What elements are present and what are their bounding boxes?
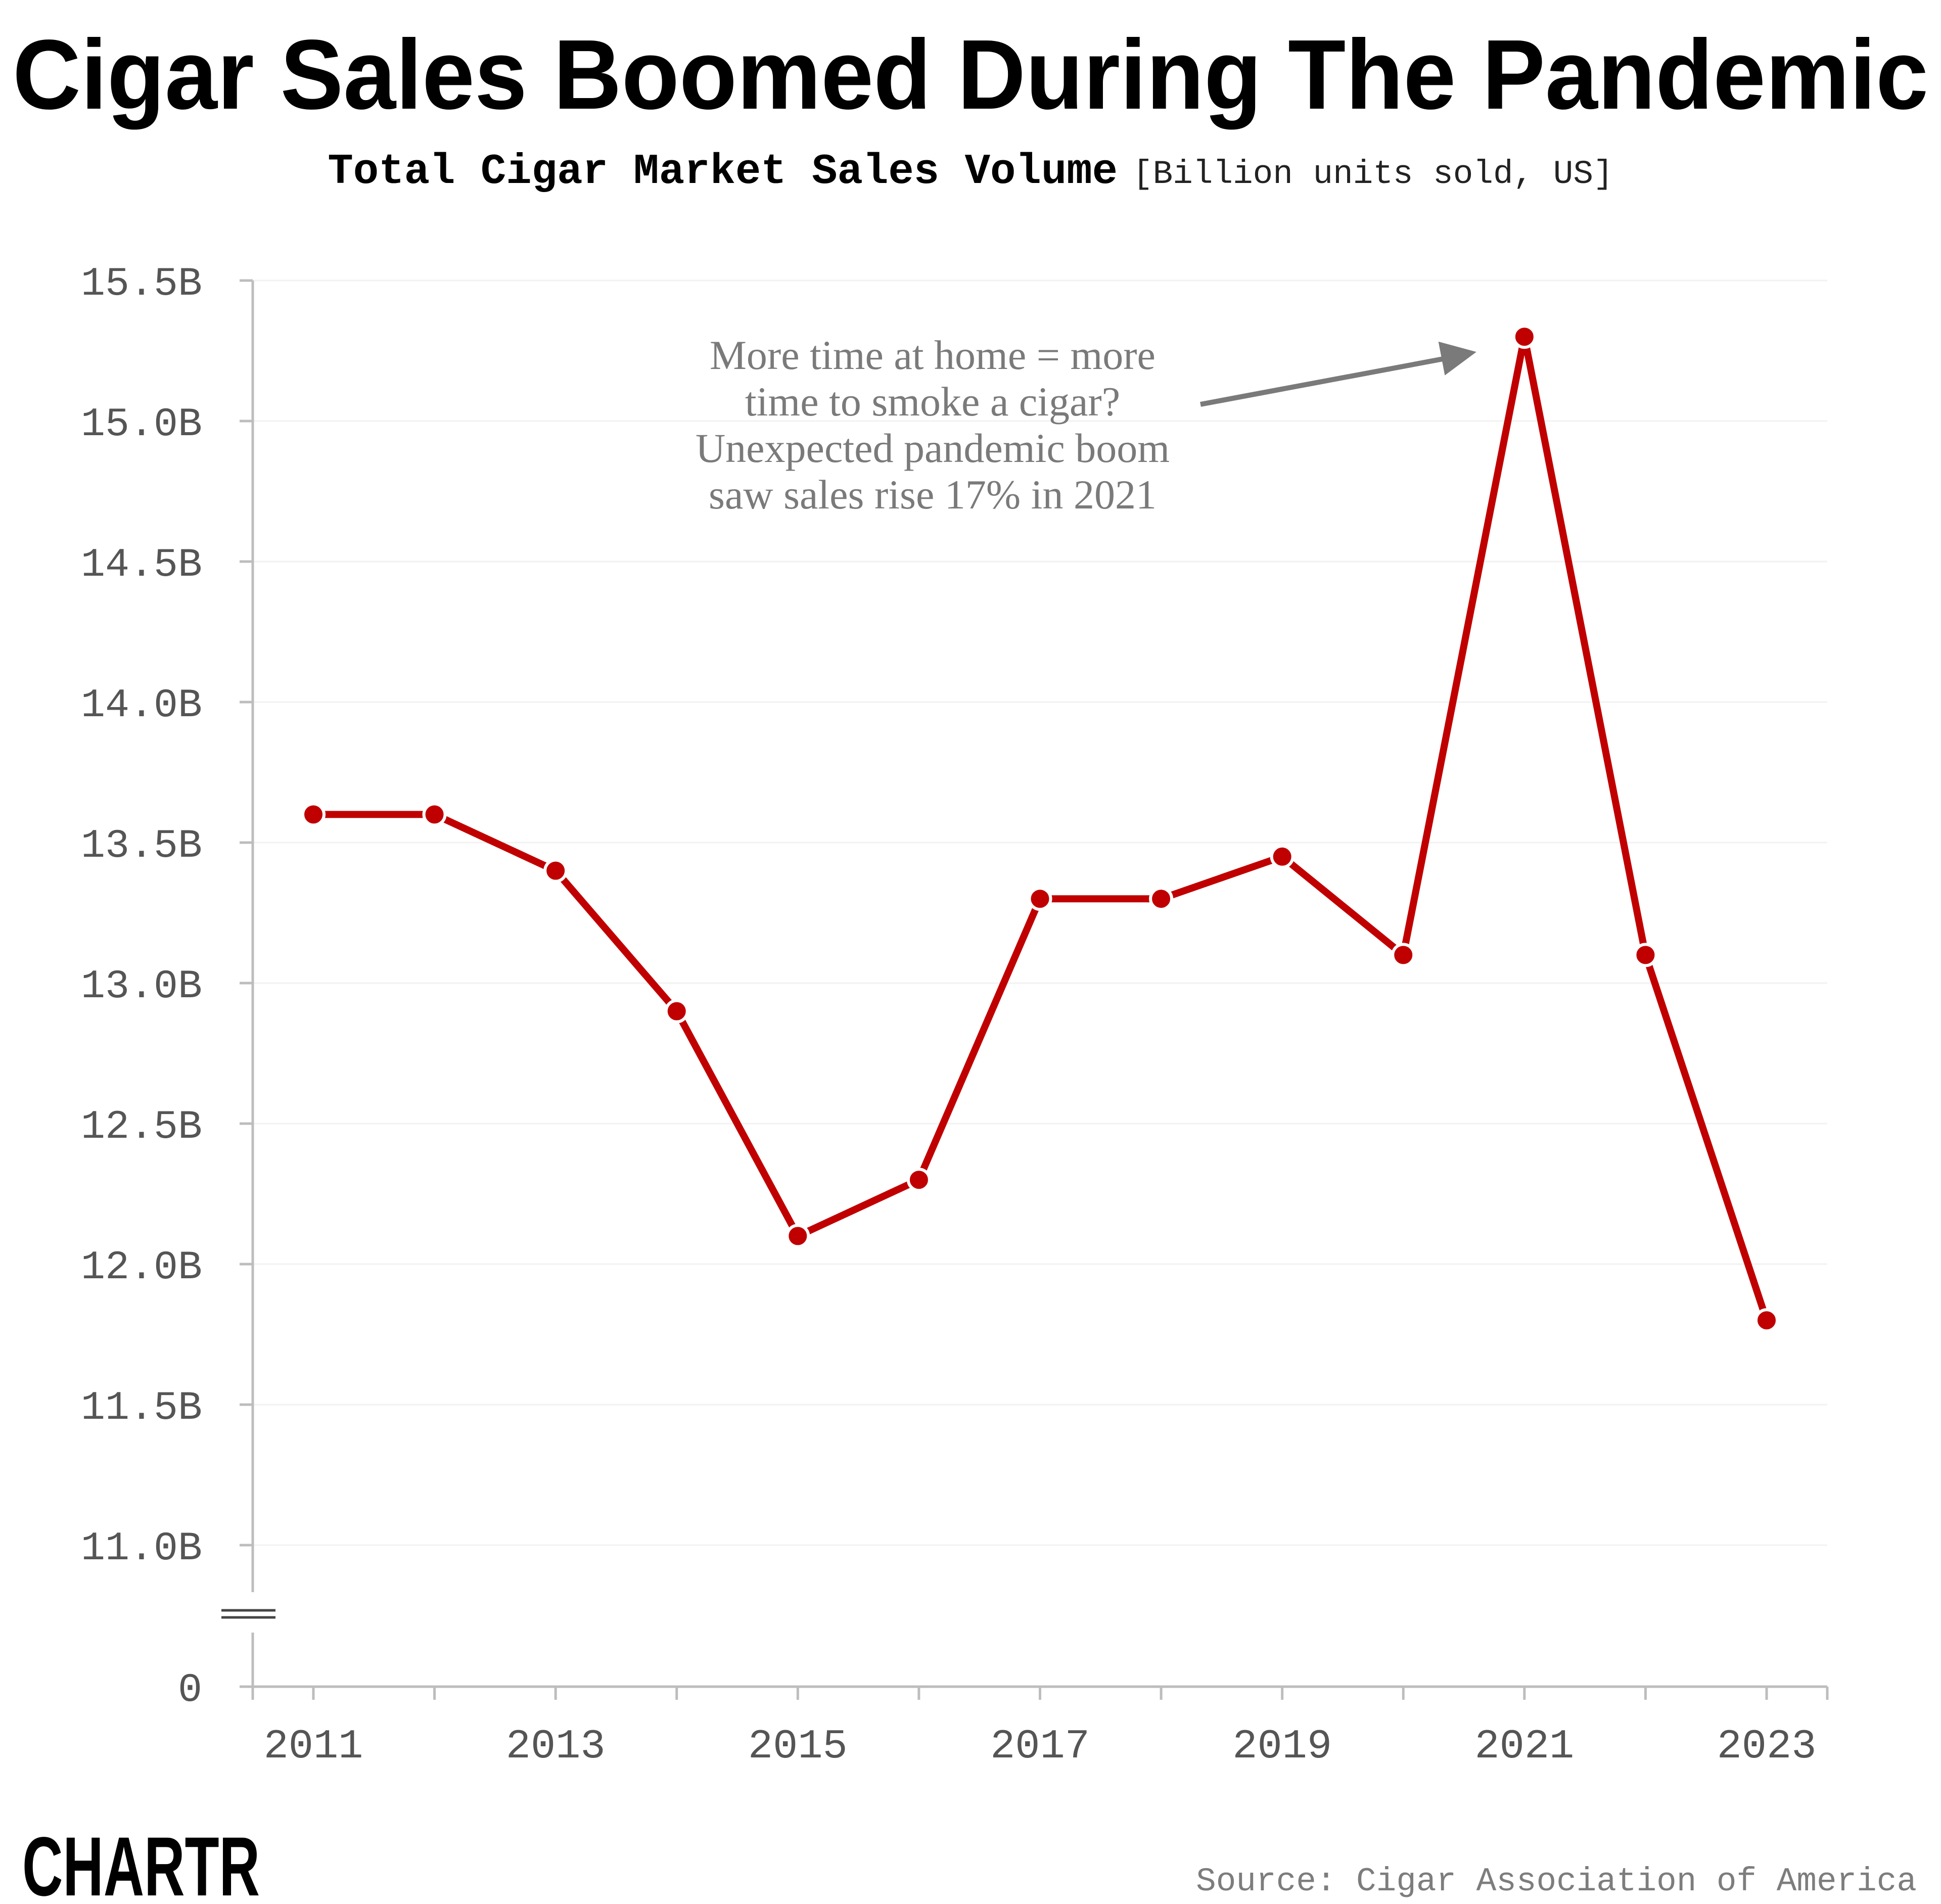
y-tick-label: 14.5B: [81, 542, 202, 588]
x-axis-tick-labels: 2011 2013 2015 2017 2019 2021 2023: [264, 1723, 1817, 1770]
data-point: [1391, 943, 1416, 967]
data-point: [1754, 1308, 1779, 1333]
x-tick-label: 2017: [990, 1723, 1090, 1770]
y-tick-label: 11.0B: [81, 1526, 202, 1572]
source-note: Source: Cigar Association of America: [1196, 1863, 1917, 1900]
axes: [221, 279, 1829, 1700]
annotation-arrow: [1200, 341, 1476, 407]
data-point: [906, 1168, 931, 1192]
annotation-line-2: time to smoke a cigar?: [745, 379, 1120, 425]
annotation-line-1: More time at home = more: [710, 332, 1156, 378]
annotation-line-4: saw sales rise 17% in 2021: [709, 472, 1157, 518]
chartr-logo: CHARTR: [22, 1820, 260, 1904]
x-tick-label: 2015: [748, 1723, 848, 1770]
x-tick-label: 2011: [264, 1723, 363, 1770]
data-point: [1149, 887, 1174, 911]
series-sales-volume: [301, 324, 1779, 1333]
y-tick-label: 13.5B: [81, 823, 202, 869]
annotation: More time at home = more time to smoke a…: [696, 332, 1476, 518]
y-tick-label: 14.0B: [81, 683, 202, 729]
x-tick-label: 2023: [1717, 1723, 1817, 1770]
x-tick-label: 2019: [1232, 1723, 1332, 1770]
x-tick-label: 2013: [506, 1723, 606, 1770]
y-tick-label: 11.5B: [81, 1385, 202, 1431]
data-point: [1512, 324, 1537, 349]
y-tick-label: 15.5B: [81, 261, 202, 307]
chart-subtitle: Total Cigar Market Sales Volume [Billion…: [328, 148, 1613, 196]
x-tick-label: 2021: [1474, 1723, 1574, 1770]
y-tick-label: 12.0B: [81, 1245, 202, 1291]
subtitle-unit: [Billion units sold, US]: [1133, 155, 1613, 193]
annotation-line-3: Unexpected pandemic boom: [696, 425, 1170, 471]
data-point: [301, 802, 326, 827]
data-point: [664, 999, 689, 1024]
data-point: [422, 802, 447, 827]
arrow-head: [1438, 341, 1476, 376]
data-point: [543, 858, 568, 883]
chart-title: Cigar Sales Boomed During The Pandemic: [13, 19, 1928, 130]
data-point: [1270, 844, 1295, 869]
arrow-shaft: [1200, 354, 1457, 407]
y-tick-label: 15.0B: [81, 402, 202, 448]
y-axis-tick-labels: 15.5B 15.0B 14.5B 14.0B 13.5B 13.0B 12.5B 12.0B…: [81, 261, 202, 1713]
subtitle-main: Total Cigar Market Sales Volume: [328, 148, 1118, 196]
gridlines: [253, 280, 1827, 1546]
y-tick-label: 12.5B: [81, 1104, 202, 1150]
data-point: [1633, 943, 1658, 967]
data-point: [1028, 887, 1052, 911]
y-tick-label: 0: [178, 1667, 202, 1713]
data-point: [785, 1224, 810, 1248]
y-tick-label: 13.0B: [81, 964, 202, 1010]
